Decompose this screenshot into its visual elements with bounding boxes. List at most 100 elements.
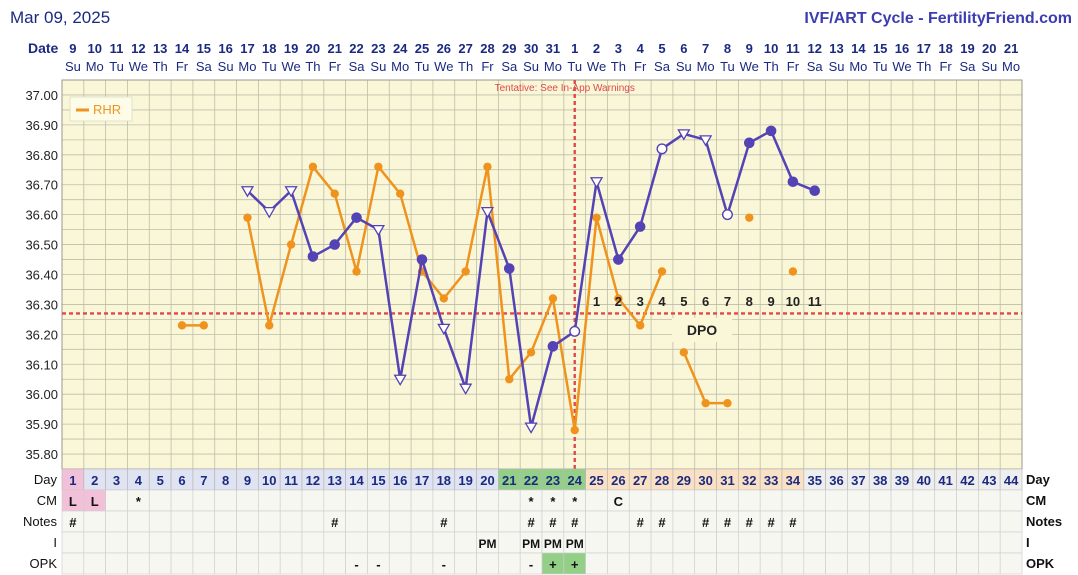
i-cell — [498, 531, 521, 554]
day-number: 14 — [349, 473, 364, 488]
day-number: 16 — [393, 473, 407, 488]
cm-cell — [912, 489, 936, 512]
notes-value: # — [724, 515, 732, 530]
i-cell — [345, 531, 368, 554]
opk-cell — [498, 552, 521, 575]
i-value: PM — [544, 537, 562, 551]
date-label: 18 — [938, 41, 952, 56]
dpo-number: 9 — [767, 294, 774, 309]
day-number: 31 — [720, 473, 734, 488]
weekday-label: We — [281, 59, 300, 74]
temperature-point-open — [569, 325, 581, 337]
weekday-label: We — [587, 59, 606, 74]
opk-cell — [410, 552, 434, 575]
day-number: 6 — [178, 473, 185, 488]
cm-value: L — [69, 494, 77, 509]
day-number: 44 — [1004, 473, 1019, 488]
notes-cell — [672, 510, 696, 533]
i-cell — [803, 531, 826, 554]
i-cell — [912, 531, 936, 554]
temperature-point — [809, 185, 821, 197]
weekday-label: Mo — [391, 59, 409, 74]
temperature-point-triangle — [284, 186, 298, 198]
day-number: 3 — [113, 473, 120, 488]
date-label: 16 — [218, 41, 232, 56]
day-number: 23 — [546, 473, 560, 488]
tentative-note: Tentative: See In-App Warnings — [495, 83, 635, 94]
rhr-point — [374, 162, 383, 171]
date-label: 20 — [306, 41, 320, 56]
weekday-label: Th — [458, 59, 473, 74]
rhr-point — [723, 398, 732, 408]
i-cell — [650, 531, 674, 554]
i-cell — [999, 531, 1023, 554]
rhr-point — [505, 375, 514, 384]
opk-cell — [999, 552, 1023, 575]
cm-cell — [672, 489, 696, 512]
day-number: 43 — [982, 473, 996, 488]
i-cell — [258, 531, 281, 554]
notes-value: # — [658, 515, 666, 530]
weekday-label: Tu — [720, 59, 735, 74]
opk-cell — [956, 552, 979, 575]
date-row-label: Date — [28, 40, 59, 56]
rhr-point — [439, 294, 449, 303]
cm-value: C — [614, 494, 624, 509]
opk-value: - — [529, 557, 533, 572]
weekday-label: Tu — [873, 59, 888, 74]
date-label: 23 — [371, 41, 385, 56]
opk-cell — [628, 552, 652, 575]
row-label-cell — [0, 469, 62, 490]
rhr-point — [526, 348, 536, 357]
i-cell — [105, 531, 128, 554]
notes-cell — [279, 510, 303, 533]
opk-cell — [694, 552, 717, 575]
opk-value: - — [442, 557, 446, 572]
rhr-line — [246, 163, 664, 431]
i-cell — [61, 531, 85, 554]
opk-cell — [803, 552, 826, 575]
opk-cell — [738, 552, 761, 575]
i-cell — [367, 531, 390, 554]
rhr-point — [635, 321, 645, 330]
rhr-point — [483, 162, 492, 171]
date-label: 14 — [851, 41, 866, 56]
opk-cell — [868, 552, 892, 575]
notes-cell — [847, 510, 870, 533]
date-label: 22 — [349, 41, 363, 56]
i-cell — [454, 531, 477, 554]
i-cell — [825, 531, 848, 554]
date-label: 3 — [615, 41, 622, 56]
i-cell — [868, 531, 892, 554]
date-label: 15 — [873, 41, 887, 56]
date-label: 11 — [786, 41, 800, 56]
date-label: 10 — [764, 41, 778, 56]
dpo-number: 10 — [786, 294, 800, 309]
rhr-point — [657, 267, 667, 276]
day-number: 40 — [917, 473, 931, 488]
notes-cell — [170, 510, 194, 533]
dpo-label: DPO — [687, 322, 717, 338]
weekday-label: Fr — [634, 59, 647, 74]
i-cell — [279, 531, 303, 554]
day-number: 28 — [655, 473, 669, 488]
opk-cell — [214, 552, 237, 575]
weekday-label: Su — [218, 59, 234, 74]
day-number: 34 — [786, 473, 801, 488]
notes-cell — [148, 510, 172, 533]
notes-value: # — [702, 515, 710, 530]
dpo-number: 4 — [658, 294, 666, 309]
day-number: 1 — [69, 473, 76, 488]
rhr-point — [679, 348, 689, 357]
cm-value: * — [529, 494, 535, 509]
temperature-point-triangle — [524, 422, 538, 434]
i-cell — [759, 531, 783, 554]
weekday-label: Mo — [544, 59, 562, 74]
dpo-number: 1 — [593, 294, 600, 309]
y-tick-label: 36.00 — [25, 387, 58, 402]
day-number: 5 — [157, 473, 164, 488]
cm-cell — [410, 489, 434, 512]
temperature-point — [416, 254, 428, 265]
weekday-label: Mo — [238, 59, 256, 74]
opk-cell — [148, 552, 172, 575]
